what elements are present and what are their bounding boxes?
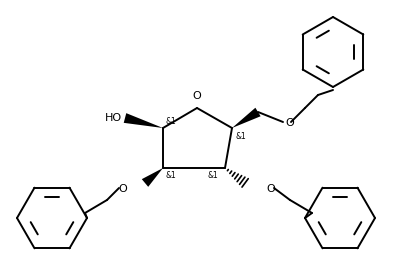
Text: &1: &1 bbox=[236, 132, 247, 141]
Text: O: O bbox=[285, 118, 294, 128]
Polygon shape bbox=[232, 108, 261, 128]
Text: &1: &1 bbox=[166, 117, 177, 126]
Polygon shape bbox=[142, 168, 163, 187]
Text: &1: &1 bbox=[207, 171, 218, 180]
Text: O: O bbox=[193, 91, 201, 101]
Text: HO: HO bbox=[105, 113, 122, 123]
Polygon shape bbox=[124, 113, 163, 128]
Text: O: O bbox=[266, 184, 275, 194]
Text: &1: &1 bbox=[166, 171, 177, 180]
Text: O: O bbox=[118, 184, 127, 194]
